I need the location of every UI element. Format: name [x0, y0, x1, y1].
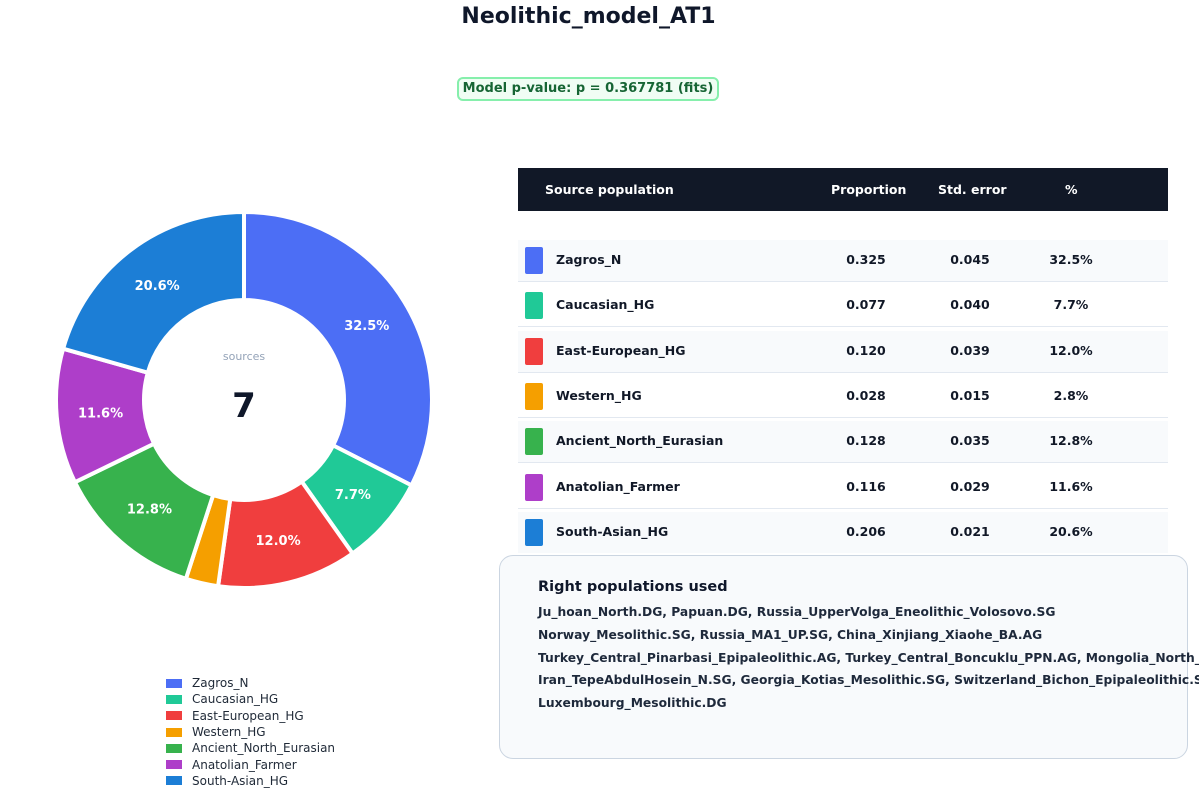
table-row: Caucasian_HG 0.077 0.040 7.7% — [518, 285, 1168, 328]
header-proportion: Proportion — [831, 182, 907, 197]
row-source-name: East-European_HG — [556, 342, 686, 358]
legend-item: Zagros_N — [166, 675, 335, 691]
row-proportion: 0.116 — [846, 478, 886, 494]
header-source: Source population — [545, 182, 674, 197]
legend-item: South-Asian_HG — [166, 773, 335, 789]
center-label: sources — [223, 350, 266, 363]
row-color-swatch — [525, 382, 543, 410]
row-source-name: Zagros_N — [556, 252, 622, 267]
legend-item: East-European_HG — [166, 708, 335, 724]
row-std-error: 0.021 — [950, 523, 990, 539]
legend-label: East-European_HG — [192, 708, 304, 723]
table-row: Anatolian_Farmer 0.116 0.029 11.6% — [518, 467, 1168, 509]
table-row: Zagros_N 0.325 0.045 32.5% — [518, 240, 1168, 282]
table-row: Ancient_North_Eurasian 0.128 0.035 12.8% — [518, 421, 1168, 464]
legend-swatch — [166, 678, 182, 688]
results-table: Source population Proportion Std. error … — [518, 168, 1168, 553]
row-std-error: 0.015 — [950, 387, 990, 403]
row-source-name: Ancient_North_Eurasian — [556, 433, 724, 449]
slice-label: 7.7% — [335, 488, 371, 503]
row-source-name: Anatolian_Farmer — [556, 478, 680, 494]
legend-swatch — [166, 760, 182, 770]
row-std-error: 0.035 — [950, 433, 990, 449]
row-color-swatch — [525, 473, 543, 501]
row-percent: 7.7% — [1053, 297, 1089, 313]
right-populations-line: Turkey_Central_Pinarbasi_Epipaleolithic.… — [538, 651, 1199, 665]
p-value-badge: Model p-value: p = 0.367781 (fits) — [457, 77, 719, 101]
row-percent: 20.6% — [1049, 523, 1093, 539]
legend-item: Ancient_North_Eurasian — [166, 740, 335, 756]
row-percent: 32.5% — [1049, 252, 1093, 267]
row-color-swatch — [525, 428, 543, 456]
donut-slice-south-asian-hg — [60, 209, 246, 376]
slice-label: 20.6% — [135, 279, 180, 294]
chart-legend: Zagros_N Caucasian_HG East-European_HG West… — [166, 675, 335, 789]
row-std-error: 0.039 — [950, 342, 990, 358]
page-title: Neolithic_model_AT1 — [461, 4, 716, 29]
right-populations-panel: Right populations used Ju_hoan_North.DG,… — [499, 555, 1199, 759]
row-proportion: 0.128 — [846, 433, 886, 449]
legend-item: Anatolian_Farmer — [166, 756, 335, 772]
legend-swatch — [166, 776, 182, 786]
row-proportion: 0.206 — [846, 523, 886, 539]
row-percent: 2.8% — [1053, 387, 1089, 403]
row-color-swatch — [525, 337, 543, 365]
row-source-name: Western_HG — [556, 387, 642, 403]
row-std-error: 0.045 — [950, 252, 990, 267]
legend-label: Western_HG — [192, 725, 266, 740]
legend-label: Caucasian_HG — [192, 692, 279, 707]
legend-swatch — [166, 694, 182, 704]
row-source-name: Caucasian_HG — [556, 297, 655, 313]
donut-chart: 32.5% 7.7% 12.0% 12.8% 11.6% 20.6% sources 7 — [54, 209, 434, 590]
table-row: East-European_HG 0.120 0.039 12.0% — [518, 330, 1168, 373]
legend-item: Western_HG — [166, 724, 335, 740]
right-populations-line: Norway_Mesolithic.SG, Russia_MA1_UP.SG, … — [538, 628, 1043, 642]
row-percent: 12.0% — [1049, 342, 1093, 358]
row-color-swatch — [525, 518, 543, 546]
legend-swatch — [166, 727, 182, 737]
row-percent: 11.6% — [1049, 478, 1093, 494]
row-std-error: 0.029 — [950, 478, 990, 494]
row-source-name: South-Asian_HG — [556, 523, 669, 539]
slice-label: 11.6% — [78, 407, 123, 422]
legend-swatch — [166, 711, 182, 721]
donut-slice-zagros-n — [242, 209, 434, 489]
row-std-error: 0.040 — [950, 297, 990, 313]
legend-label: Anatolian_Farmer — [192, 757, 297, 772]
right-populations-line: Luxembourg_Mesolithic.DG — [538, 696, 727, 710]
center-value: 7 — [232, 386, 256, 426]
row-proportion: 0.325 — [846, 252, 886, 267]
row-proportion: 0.077 — [846, 297, 886, 313]
legend-item: Caucasian_HG — [166, 691, 335, 707]
row-proportion: 0.028 — [846, 387, 886, 403]
table-row: Western_HG 0.028 0.015 2.8% — [518, 376, 1168, 418]
right-populations-line: Iran_TepeAbdulHosein_N.SG, Georgia_Kotia… — [538, 673, 1199, 687]
table-row: South-Asian_HG 0.206 0.021 20.6% — [518, 511, 1168, 553]
slice-label: 12.0% — [256, 534, 301, 549]
row-color-swatch — [525, 247, 543, 274]
row-proportion: 0.120 — [846, 342, 886, 358]
slice-label: 12.8% — [127, 503, 172, 518]
right-populations-title: Right populations used — [538, 579, 728, 595]
row-percent: 12.8% — [1049, 433, 1093, 449]
legend-label: Zagros_N — [192, 676, 249, 691]
header-percent: % — [1065, 182, 1078, 197]
header-std-error: Std. error — [938, 182, 1007, 197]
table-header: Source population Proportion Std. error … — [518, 168, 1168, 211]
right-populations-line: Ju_hoan_North.DG, Papuan.DG, Russia_Uppe… — [538, 605, 1056, 619]
legend-swatch — [166, 743, 182, 753]
row-color-swatch — [525, 292, 543, 320]
legend-label: Ancient_North_Eurasian — [192, 741, 336, 756]
legend-label: South-Asian_HG — [192, 773, 289, 788]
slice-label: 32.5% — [344, 319, 389, 334]
